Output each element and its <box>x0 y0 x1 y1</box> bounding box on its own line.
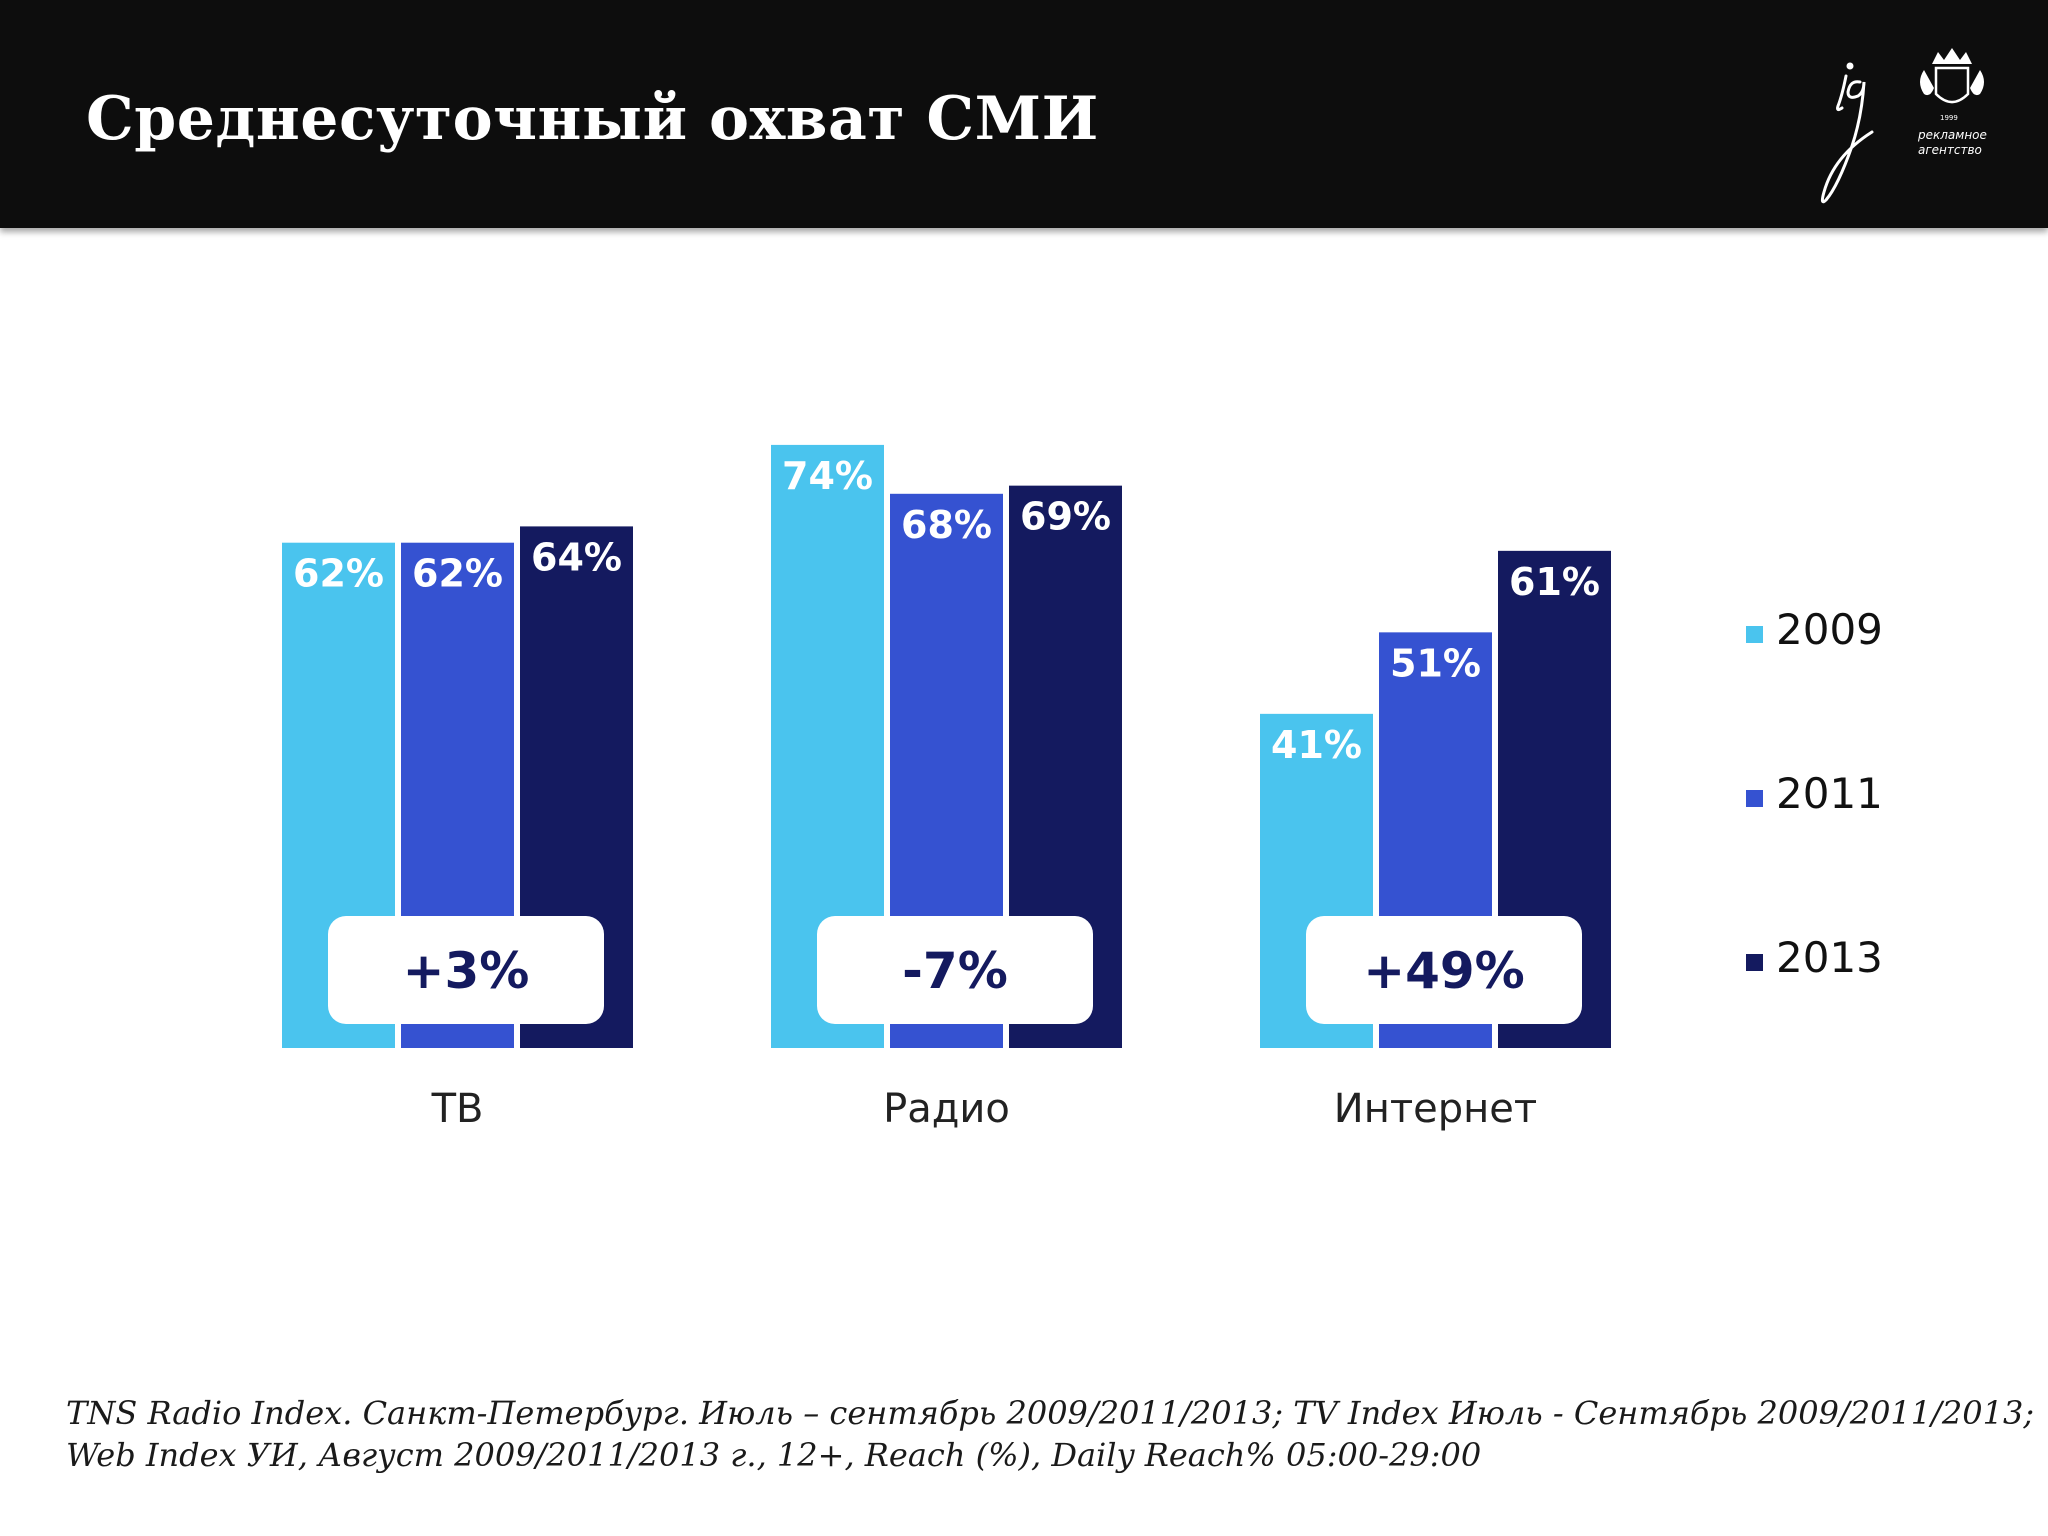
logo-caption: рекламное агентство <box>1918 128 2014 158</box>
category-label: ТВ <box>431 1086 484 1132</box>
legend-label: 2009 <box>1776 605 1883 654</box>
category-label: Радио <box>883 1086 1010 1132</box>
legend-swatch <box>1746 790 1763 807</box>
bar-value-label: 69% <box>1020 495 1111 539</box>
footnote-line2: Web Index УИ, Август 2009/2011/2013 г., … <box>66 1436 1482 1474</box>
logo-caption-line2: агентство <box>1918 143 1982 157</box>
bar-value-label: 68% <box>901 503 992 547</box>
legend-label: 2013 <box>1776 933 1883 982</box>
page-title: Среднесуточный охват СМИ <box>86 84 1099 154</box>
bar-value-label: 41% <box>1271 723 1362 767</box>
ig-logo-icon <box>1820 48 1984 204</box>
bar-value-label: 62% <box>412 552 503 596</box>
category-label: Интернет <box>1334 1086 1537 1132</box>
header-bar: Среднесуточный охват СМИ <box>0 0 2048 228</box>
change-label: +3% <box>403 942 530 1000</box>
bar-value-label: 74% <box>782 454 873 498</box>
bar-value-label: 61% <box>1509 560 1600 604</box>
legend-label: 2011 <box>1776 769 1883 818</box>
bar-chart: 62% 62% 64% +3% ТВ 74% 68% 69% -7% Радио 41% 51% 61%… <box>282 444 1883 1132</box>
logo-caption-line1: рекламное <box>1918 128 1987 142</box>
bar-value-label: 62% <box>293 552 384 596</box>
footnote-line1: TNS Radio Index. Санкт-Петербург. Июль –… <box>66 1394 2035 1432</box>
legend-swatch <box>1746 954 1763 971</box>
legend-swatch <box>1746 626 1763 643</box>
bar-value-label: 64% <box>531 535 622 579</box>
change-badge <box>817 916 1093 1024</box>
bar-value-label: 51% <box>1390 641 1481 685</box>
logo-year: 1999 <box>1940 114 1958 122</box>
change-label: +49% <box>1363 942 1525 1000</box>
change-badge <box>328 916 604 1024</box>
change-badge <box>1306 916 1582 1024</box>
source-footnote: TNS Radio Index. Санкт-Петербург. Июль –… <box>66 1392 2035 1476</box>
change-label: -7% <box>902 942 1008 1000</box>
